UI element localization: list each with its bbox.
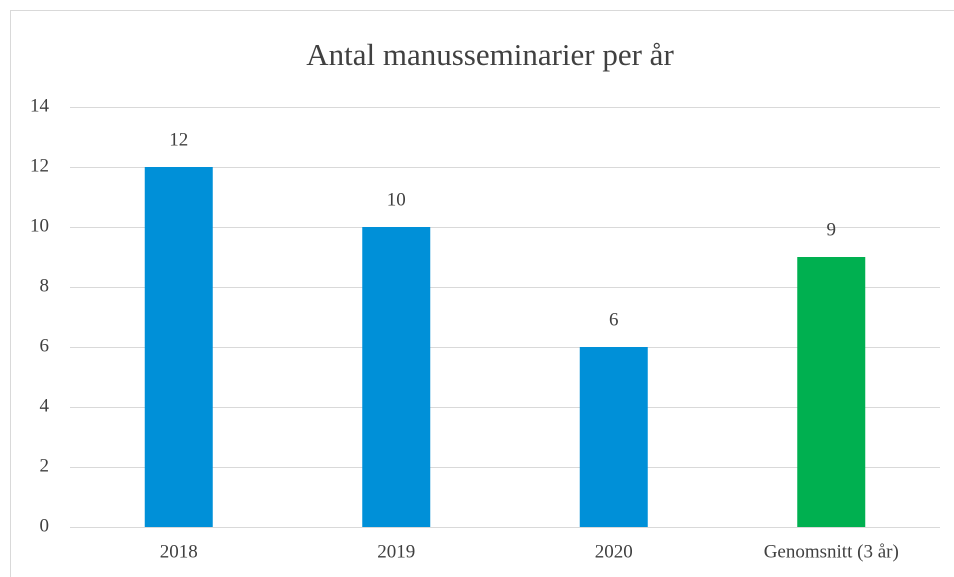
y-tick-label: 14 [30,95,50,116]
data-label: 6 [609,309,619,330]
chart-title: Antal manusseminarier per år [306,37,674,72]
y-tick-label: 10 [30,215,49,236]
x-tick-label: 2018 [160,541,198,562]
y-tick-label: 4 [40,395,50,416]
bar [579,347,648,527]
bar [144,167,213,527]
x-tick-label: 2019 [377,541,415,562]
x-tick-label: Genomsnitt (3 år) [764,541,899,562]
data-label: 9 [827,219,837,240]
x-tick-label: 2020 [595,541,633,562]
y-tick-label: 6 [40,335,50,356]
chart-border [10,10,954,577]
data-label: 12 [169,129,188,150]
data-label: 10 [387,189,406,210]
bar [362,227,431,527]
y-tick-label: 2 [40,455,50,476]
y-tick-label: 8 [40,275,50,296]
y-tick-label: 0 [40,515,50,536]
bar [797,257,866,527]
y-tick-label: 12 [30,155,49,176]
